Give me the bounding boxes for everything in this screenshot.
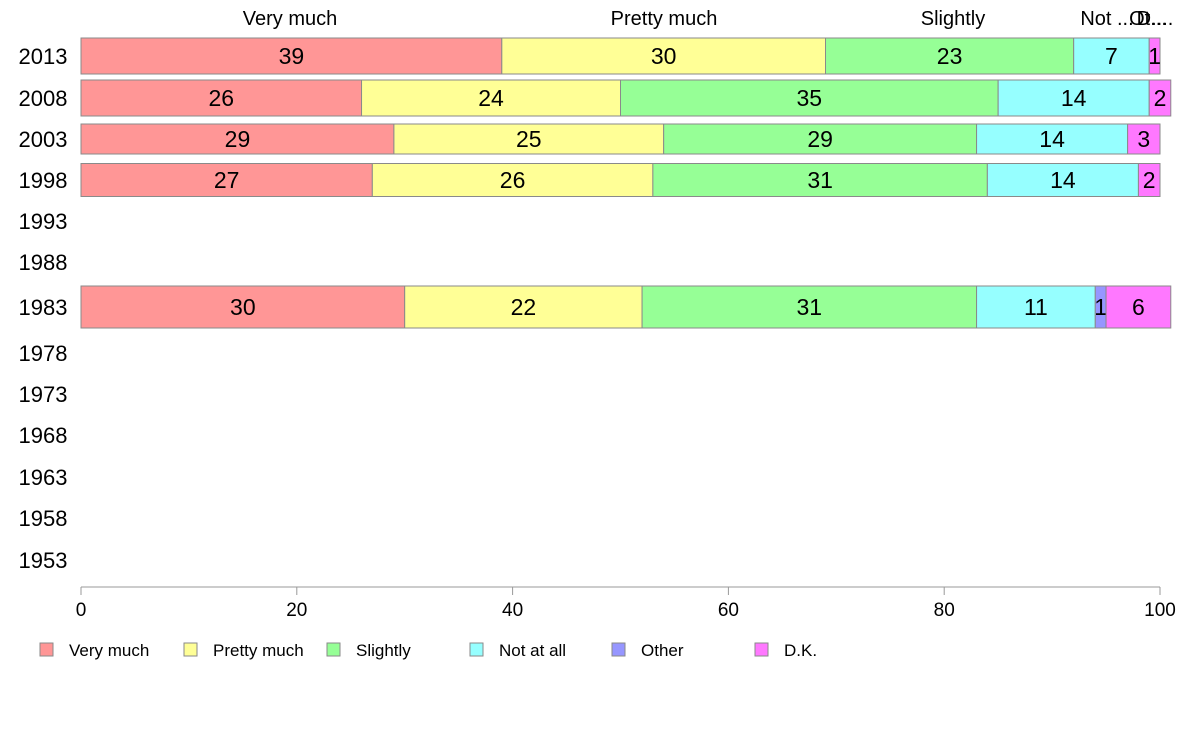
- category-label-1983: 1983: [19, 295, 68, 320]
- category-label-1963: 1963: [19, 465, 68, 490]
- data-label-1998-d-k-: 2: [1143, 167, 1156, 193]
- legend-label-pretty-much: Pretty much: [213, 641, 304, 660]
- data-label-1983-other: 1: [1094, 294, 1107, 320]
- x-tick-label-40: 40: [502, 600, 523, 621]
- legend-swatch-d-k-: [754, 642, 769, 657]
- data-label-1983-d-k-: 6: [1132, 294, 1145, 320]
- category-label-1998: 1998: [19, 168, 68, 193]
- data-label-2013-slightly: 23: [937, 43, 963, 69]
- data-label-2008-not-at-all: 14: [1061, 85, 1087, 111]
- data-label-2008-slightly: 35: [797, 85, 823, 111]
- legend-swatch-pretty-much: [183, 642, 198, 657]
- bar-1983-slightly: [641, 285, 978, 329]
- bar-1998-not-at-all: [986, 163, 1139, 197]
- series-header-4: Ot...: [1129, 8, 1167, 30]
- series-header-2: Slightly: [921, 8, 985, 30]
- bar-1983-d-k-: [1105, 285, 1172, 329]
- bar-1998-very-much: [80, 163, 373, 197]
- bar-segments: 39 30 23 7 1 26 24 35 14 2 29 25 29 14 3 27 26 31 14 2 30 22 3…: [80, 37, 1172, 329]
- data-label-2008-d-k-: 2: [1154, 85, 1167, 111]
- x-tick-label-80: 80: [934, 600, 955, 621]
- data-label-2013-very-much: 39: [279, 43, 305, 69]
- bar-2013-pretty-much: [501, 37, 827, 75]
- category-labels: 2013 2008 2003 1998 1993 1988 1983 1978 1973 1968…: [19, 44, 68, 573]
- legend-label-other: Other: [641, 641, 684, 660]
- data-label-2008-very-much: 26: [208, 85, 234, 111]
- data-label-2003-very-much: 29: [225, 126, 251, 152]
- data-label-1998-pretty-much: 26: [500, 167, 526, 193]
- bar-2008-slightly: [620, 79, 999, 117]
- data-label-2003-pretty-much: 25: [516, 126, 542, 152]
- legend-swatch-very-much: [39, 642, 54, 657]
- legend-swatch-slightly: [326, 642, 341, 657]
- bar-2008-pretty-much: [361, 79, 621, 117]
- bar-2008-d-k-: [1148, 79, 1172, 117]
- bar-1998-slightly: [652, 163, 988, 197]
- data-label-1983-slightly: 31: [797, 294, 823, 320]
- bar-2003-very-much: [80, 123, 395, 155]
- legend-label-d-k-: D.K.: [784, 641, 817, 660]
- bar-1983-pretty-much: [404, 285, 643, 329]
- bar-2003-pretty-much: [393, 123, 665, 155]
- category-label-1993: 1993: [19, 209, 68, 234]
- data-label-1983-not-at-all: 11: [1024, 294, 1048, 320]
- legend-swatch-not-at-all: [469, 642, 484, 657]
- category-label-1953: 1953: [19, 548, 68, 573]
- bar-2008-very-much: [80, 79, 363, 117]
- data-label-2013-d-k-: 1: [1148, 43, 1161, 69]
- category-label-2013: 2013: [19, 44, 68, 69]
- bar-2013-d-k-: [1148, 37, 1161, 75]
- x-tick-label-60: 60: [718, 600, 739, 621]
- category-label-1958: 1958: [19, 506, 68, 531]
- data-label-2008-pretty-much: 24: [478, 85, 504, 111]
- bar-2003-d-k-: [1127, 123, 1161, 155]
- category-label-1968: 1968: [19, 423, 68, 448]
- data-label-1983-pretty-much: 22: [511, 294, 537, 320]
- data-label-2003-d-k-: 3: [1137, 126, 1150, 152]
- x-tick-label-20: 20: [286, 600, 307, 621]
- series-header-0: Very much: [243, 8, 337, 30]
- series-header-labels: Very much Pretty much Slightly Not ...Ot...…: [243, 8, 1174, 30]
- legend-label-very-much: Very much: [69, 641, 149, 660]
- series-header-5: D....: [1137, 8, 1174, 30]
- x-tick-label-0: 0: [76, 600, 87, 621]
- data-label-2013-pretty-much: 30: [651, 43, 677, 69]
- legend-label-slightly: Slightly: [356, 641, 411, 660]
- data-label-1998-slightly: 31: [807, 167, 833, 193]
- legend-swatch-other: [611, 642, 626, 657]
- category-label-1988: 1988: [19, 250, 68, 275]
- category-label-2003: 2003: [19, 127, 68, 152]
- bar-1998-pretty-much: [371, 163, 654, 197]
- bar-2003-slightly: [663, 123, 978, 155]
- bar-1998-d-k-: [1137, 163, 1161, 197]
- data-label-1998-not-at-all: 14: [1050, 167, 1076, 193]
- series-header-3: Not ...: [1080, 8, 1133, 30]
- data-label-1998-very-much: 27: [214, 167, 240, 193]
- bar-1983-very-much: [80, 285, 406, 329]
- x-tick-label-100: 100: [1144, 600, 1176, 621]
- legend-label-not-at-all: Not at all: [499, 641, 566, 660]
- legend: Very much Pretty much Slightly Not at all Ot…: [39, 641, 817, 660]
- category-label-1973: 1973: [19, 382, 68, 407]
- series-header-1: Pretty much: [611, 8, 718, 30]
- category-label-1978: 1978: [19, 341, 68, 366]
- data-label-1983-very-much: 30: [230, 294, 256, 320]
- bar-1983-not-at-all: [976, 285, 1096, 329]
- x-axis: 0 20 40 60 80 100: [76, 586, 1176, 621]
- data-label-2003-slightly: 29: [807, 126, 833, 152]
- bar-2008-not-at-all: [997, 79, 1150, 117]
- data-label-2003-not-at-all: 14: [1039, 126, 1065, 152]
- category-label-2008: 2008: [19, 86, 68, 111]
- data-label-2013-not-at-all: 7: [1105, 43, 1118, 69]
